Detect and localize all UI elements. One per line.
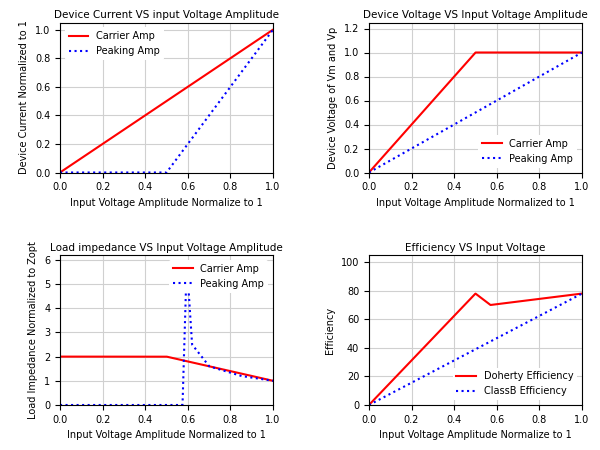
- Carrier Amp: [512, 50, 519, 55]
- Peaking Amp: [578, 50, 586, 55]
- Peaking Amp: [143, 402, 150, 408]
- Doherty Efficiency: [512, 299, 519, 305]
- Carrier Amp: [536, 50, 543, 55]
- Peaking Amp: [226, 85, 233, 90]
- Title: Load impedance VS Input Voltage Amplitude: Load impedance VS Input Voltage Amplitud…: [50, 243, 283, 253]
- Line: Carrier Amp: Carrier Amp: [60, 30, 273, 172]
- Peaking Amp: [203, 117, 210, 122]
- Peaking Amp: [512, 87, 519, 93]
- Doherty Efficiency: [452, 312, 459, 318]
- Peaking Amp: [535, 74, 542, 80]
- Peaking Amp: [56, 170, 64, 175]
- Peaking Amp: [269, 27, 277, 32]
- Y-axis label: Load Impedance Normalized to Zopt: Load Impedance Normalized to Zopt: [28, 241, 38, 419]
- ClassB Efficiency: [452, 357, 459, 363]
- Line: ClassB Efficiency: ClassB Efficiency: [369, 293, 582, 405]
- Carrier Amp: [143, 354, 150, 359]
- Y-axis label: Efficiency: Efficiency: [325, 306, 335, 354]
- Doherty Efficiency: [387, 379, 394, 385]
- Legend: Carrier Amp, Peaking Amp: Carrier Amp, Peaking Amp: [478, 135, 577, 168]
- Peaking Amp: [223, 90, 230, 95]
- Peaking Amp: [150, 402, 157, 408]
- Line: Peaking Amp: Peaking Amp: [60, 30, 273, 172]
- Peaking Amp: [452, 121, 459, 126]
- Carrier Amp: [203, 72, 210, 77]
- X-axis label: Input Voltage Amplitude Normalized to 1: Input Voltage Amplitude Normalized to 1: [376, 198, 575, 208]
- X-axis label: Input Voltage Amplitude Normalize to 1: Input Voltage Amplitude Normalize to 1: [70, 198, 263, 208]
- Carrier Amp: [56, 354, 64, 359]
- Legend: Carrier Amp, Peaking Amp: Carrier Amp, Peaking Amp: [65, 27, 164, 60]
- Carrier Amp: [78, 354, 85, 359]
- ClassB Efficiency: [578, 291, 586, 296]
- Carrier Amp: [365, 170, 373, 175]
- Carrier Amp: [452, 73, 459, 78]
- Title: Device Current VS input Voltage Amplitude: Device Current VS input Voltage Amplitud…: [54, 10, 279, 20]
- Doherty Efficiency: [578, 291, 586, 296]
- Line: Carrier Amp: Carrier Amp: [369, 53, 582, 172]
- Carrier Amp: [578, 50, 586, 55]
- ClassB Efficiency: [512, 326, 519, 331]
- Carrier Amp: [78, 155, 85, 161]
- Carrier Amp: [532, 50, 539, 55]
- Carrier Amp: [269, 378, 277, 383]
- Peaking Amp: [203, 360, 210, 366]
- Carrier Amp: [459, 64, 466, 69]
- Carrier Amp: [150, 107, 157, 112]
- Legend: Carrier Amp, Peaking Amp: Carrier Amp, Peaking Amp: [169, 260, 268, 292]
- Peaking Amp: [56, 402, 64, 408]
- Peaking Amp: [143, 170, 150, 175]
- Title: Efficiency VS Input Voltage: Efficiency VS Input Voltage: [405, 243, 545, 253]
- Carrier Amp: [269, 27, 277, 32]
- ClassB Efficiency: [535, 313, 542, 319]
- Peaking Amp: [78, 402, 85, 408]
- Line: Peaking Amp: Peaking Amp: [60, 264, 273, 405]
- ClassB Efficiency: [459, 353, 466, 359]
- Carrier Amp: [56, 170, 64, 175]
- Title: Device Voltage VS Input Voltage Amplitude: Device Voltage VS Input Voltage Amplitud…: [363, 10, 588, 20]
- Line: Peaking Amp: Peaking Amp: [369, 53, 582, 172]
- Y-axis label: Device Current Normalized to 1: Device Current Normalized to 1: [19, 21, 29, 175]
- Carrier Amp: [143, 112, 150, 117]
- Peaking Amp: [183, 261, 190, 267]
- Doherty Efficiency: [535, 296, 542, 302]
- Peaking Amp: [78, 170, 85, 175]
- Y-axis label: Device Voltage of Vm and Vp: Device Voltage of Vm and Vp: [328, 27, 338, 169]
- Peaking Amp: [532, 76, 539, 81]
- Carrier Amp: [226, 56, 233, 61]
- Carrier Amp: [387, 145, 394, 151]
- Peaking Amp: [150, 170, 157, 175]
- Line: Doherty Efficiency: Doherty Efficiency: [369, 293, 582, 405]
- Peaking Amp: [227, 370, 234, 375]
- Peaking Amp: [365, 170, 373, 175]
- Carrier Amp: [226, 368, 233, 373]
- Legend: Doherty Efficiency, ClassB Efficiency: Doherty Efficiency, ClassB Efficiency: [452, 368, 577, 400]
- X-axis label: Input Voltage Amplitude Normalize to 1: Input Voltage Amplitude Normalize to 1: [379, 430, 572, 440]
- ClassB Efficiency: [365, 402, 373, 408]
- Peaking Amp: [269, 378, 277, 383]
- Doherty Efficiency: [459, 304, 466, 310]
- Carrier Amp: [223, 368, 230, 373]
- Line: Carrier Amp: Carrier Amp: [60, 356, 273, 381]
- Doherty Efficiency: [365, 402, 373, 408]
- Doherty Efficiency: [532, 297, 539, 302]
- ClassB Efficiency: [532, 315, 539, 321]
- Peaking Amp: [459, 117, 466, 122]
- Peaking Amp: [387, 158, 394, 163]
- Carrier Amp: [223, 58, 230, 64]
- Carrier Amp: [203, 363, 210, 369]
- ClassB Efficiency: [387, 391, 394, 396]
- Carrier Amp: [472, 50, 479, 55]
- Peaking Amp: [223, 369, 230, 374]
- X-axis label: Input Voltage Amplitude Normalized to 1: Input Voltage Amplitude Normalized to 1: [67, 430, 266, 440]
- Carrier Amp: [150, 354, 157, 359]
